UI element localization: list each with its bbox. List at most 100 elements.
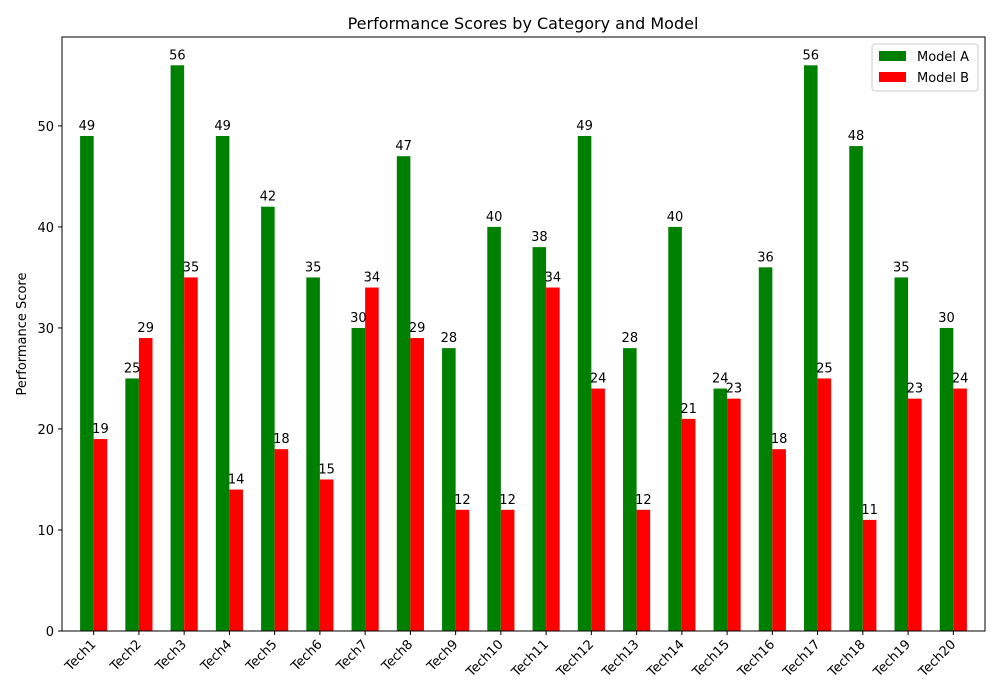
bar-model-a-tech17 <box>804 65 818 632</box>
bar-model-a-tech10 <box>487 226 501 632</box>
bar-model-a-tech20 <box>939 327 954 631</box>
bar-value-label: 30 <box>350 311 367 326</box>
x-tick-label-tech10: Tech10 <box>463 637 507 681</box>
bar-value-label: 23 <box>726 382 743 397</box>
bar-value-label: 21 <box>680 402 697 417</box>
bar-model-a-tech12 <box>577 136 592 631</box>
plot-frame <box>61 36 986 632</box>
y-tick-label: 20 <box>37 423 54 438</box>
bar-model-b-tech10 <box>500 509 515 631</box>
bars-layer <box>80 65 967 632</box>
bar-value-label: 12 <box>454 493 471 508</box>
bar-model-b-tech20 <box>953 388 967 631</box>
bar-value-label: 35 <box>183 260 200 275</box>
bar-model-b-tech5 <box>274 449 289 631</box>
legend-label-model-a: Model A <box>917 50 969 65</box>
bar-model-b-tech1 <box>93 439 108 631</box>
bar-model-b-tech13 <box>636 509 651 631</box>
bar-value-label: 28 <box>622 331 639 346</box>
bar-value-label: 40 <box>486 210 503 225</box>
legend-swatch-model-a <box>879 51 906 61</box>
bar-value-label: 24 <box>712 372 729 387</box>
bar-model-a-tech16 <box>758 267 773 631</box>
bar-value-label: 24 <box>590 372 607 387</box>
y-tick-label: 0 <box>46 625 54 640</box>
x-tick-label-tech2: Tech2 <box>107 637 145 675</box>
x-tick-label-tech17: Tech17 <box>780 637 824 681</box>
x-tick-label-tech9: Tech9 <box>424 637 462 675</box>
legend-label-model-b: Model B <box>917 71 969 86</box>
x-tick-label-tech18: Tech18 <box>825 637 869 681</box>
bar-model-b-tech3 <box>184 277 198 631</box>
bar-value-label: 18 <box>771 432 788 447</box>
bar-value-label: 49 <box>214 119 231 134</box>
x-tick-label-tech5: Tech5 <box>243 637 281 675</box>
bar-model-a-tech18 <box>849 146 863 631</box>
x-tick-label-tech11: Tech11 <box>508 637 552 681</box>
bar-value-label: 34 <box>364 271 381 286</box>
bar-model-a-tech11 <box>532 247 547 631</box>
bar-model-b-tech19 <box>908 398 922 631</box>
bar-model-b-tech15 <box>727 398 741 631</box>
bar-model-a-tech3 <box>170 65 185 632</box>
bar-value-label: 42 <box>260 190 277 205</box>
bar-value-label: 56 <box>803 48 820 63</box>
bar-value-label: 12 <box>635 493 652 508</box>
bar-value-label: 38 <box>531 230 548 245</box>
x-tick-label-tech8: Tech8 <box>378 637 416 675</box>
bar-model-b-tech14 <box>681 418 696 631</box>
bar-value-label: 35 <box>305 260 322 275</box>
x-tick-label-tech12: Tech12 <box>554 637 598 681</box>
bar-model-b-tech4 <box>229 489 243 631</box>
bar-value-label: 29 <box>409 321 426 336</box>
bar-model-a-tech14 <box>668 226 682 632</box>
legend: Model A Model B <box>871 43 979 92</box>
bar-value-label: 49 <box>79 119 96 134</box>
bar-value-label: 30 <box>938 311 955 326</box>
bar-value-label: 14 <box>228 473 245 488</box>
y-tick-label: 30 <box>37 322 54 337</box>
bar-model-b-tech17 <box>817 378 832 631</box>
x-tick-label-tech13: Tech13 <box>599 637 643 681</box>
chart-title: Performance Scores by Category and Model <box>348 14 699 33</box>
bar-value-label: 28 <box>441 331 458 346</box>
bar-value-label: 40 <box>667 210 684 225</box>
bar-model-b-tech8 <box>410 338 424 631</box>
y-axis-label: Performance Score <box>15 273 30 396</box>
y-tick-label: 50 <box>37 120 54 135</box>
bar-model-b-tech12 <box>591 388 605 631</box>
bar-value-labels: 49 25 56 49 42 35 30 47 28 40 38 49 28 40 24 36 56 48 35 30… <box>79 48 969 518</box>
bar-value-label: 36 <box>757 250 774 265</box>
bar-value-label: 24 <box>952 372 969 387</box>
bar-value-label: 23 <box>907 382 924 397</box>
bar-model-b-tech16 <box>772 449 786 631</box>
bar-model-b-tech18 <box>862 519 877 631</box>
bar-model-a-tech9 <box>442 348 456 631</box>
bar-model-a-tech7 <box>351 327 366 631</box>
bar-model-a-tech4 <box>215 136 230 631</box>
x-tick-label-tech14: Tech14 <box>644 637 688 681</box>
x-tick-label-tech1: Tech1 <box>62 637 100 675</box>
bar-model-a-tech15 <box>713 388 728 631</box>
bar-value-label: 35 <box>893 260 910 275</box>
bar-model-a-tech6 <box>306 277 320 631</box>
x-tick-label-tech6: Tech6 <box>288 637 326 675</box>
bar-model-a-tech19 <box>894 277 909 631</box>
bar-value-label: 48 <box>848 129 865 144</box>
bar-value-label: 25 <box>816 361 833 376</box>
x-tick-label-tech4: Tech4 <box>197 637 235 675</box>
bar-model-a-tech2 <box>125 378 139 631</box>
bar-model-b-tech7 <box>365 287 379 631</box>
bar-value-label: 15 <box>318 462 335 477</box>
x-tick-label-tech3: Tech3 <box>152 637 190 675</box>
y-tick-label: 40 <box>37 221 54 236</box>
bar-model-b-tech9 <box>455 509 470 631</box>
bar-model-b-tech11 <box>546 287 560 631</box>
y-tick-label: 10 <box>37 524 54 539</box>
bar-value-label: 34 <box>545 271 562 286</box>
bar-value-label: 47 <box>395 139 412 154</box>
bar-value-label: 29 <box>137 321 154 336</box>
bar-value-label: 25 <box>124 361 141 376</box>
